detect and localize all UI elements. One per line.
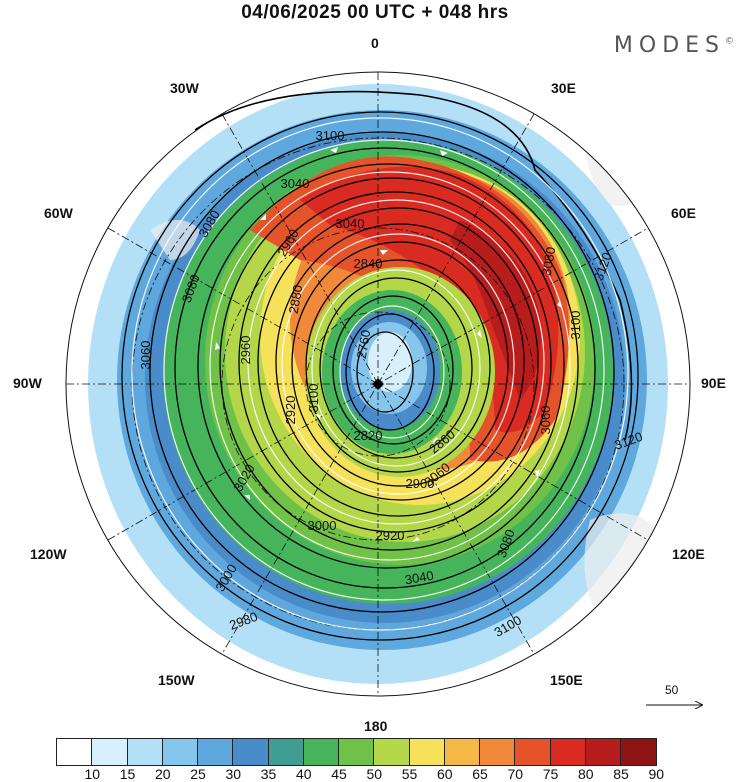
lon-label-60e: 60E: [671, 205, 696, 221]
colorbar-swatch: [303, 739, 339, 765]
colorbar-tick-label: 30: [225, 766, 242, 782]
low-center-marker: [372, 378, 384, 390]
colorbar-swatch: [515, 739, 551, 765]
colorbar-tick-label: 45: [331, 766, 347, 782]
height-contours: [121, 90, 639, 641]
lon-label-60w: 60W: [44, 205, 73, 221]
colorbar-tick-label: 60: [436, 766, 453, 782]
lon-label-150w: 150W: [158, 672, 195, 688]
contour-label: 3100: [316, 128, 345, 143]
contour-label: 3040: [336, 216, 365, 231]
colorbar-tick-label: 55: [401, 766, 418, 782]
lon-label-0: 0: [371, 35, 379, 51]
contour-label: 3000: [308, 518, 337, 533]
colorbar-tick-label: 65: [472, 766, 488, 782]
colorbar: [56, 738, 658, 766]
colorbar-swatch: [198, 739, 234, 765]
lon-label-90e: 90E: [701, 375, 726, 391]
colorbar-tick-label: 90: [648, 766, 665, 782]
colorbar-tick-label: 70: [507, 766, 524, 782]
lon-label-30e: 30E: [551, 80, 576, 96]
lon-label-90w: 90W: [13, 375, 42, 391]
colorbar-tick-label: 20: [154, 766, 171, 782]
wind-scale-label: 50: [665, 683, 679, 697]
brand-name: MODES: [613, 33, 725, 58]
lon-label-30w: 30W: [170, 80, 199, 96]
wind-speed-field: [66, 72, 690, 696]
map-title: 04/06/2025 00 UTC + 048 hrs: [241, 2, 509, 23]
contour-label: 2820: [354, 428, 383, 443]
colorbar-swatch: [268, 739, 304, 765]
colorbar-labels: 10 15 20 25 30 35 40 45 50 55 60 65 70 75 80 85 90: [0, 766, 750, 782]
contour-label: 3040: [404, 568, 435, 588]
brand-logo: MODES©: [614, 33, 734, 58]
contour-label: 3100: [306, 384, 321, 413]
colorbar-swatch: [585, 739, 621, 765]
colorbar-swatch: [374, 739, 410, 765]
colorbar-tick-label: 40: [295, 766, 312, 782]
colorbar-swatch: [127, 739, 163, 765]
lon-label-180: 180: [364, 718, 388, 734]
contour-label: 3040: [281, 176, 310, 191]
colorbar-swatch: [92, 739, 128, 765]
wind-arrowheads: [215, 147, 562, 542]
colorbar-swatch: [409, 739, 445, 765]
contour-label: 2880: [286, 284, 306, 315]
contour-label: 3060: [138, 341, 153, 370]
colorbar-tick-label: 10: [84, 766, 101, 782]
contour-label: 2960: [238, 336, 253, 365]
lon-label-150e: 150E: [550, 672, 583, 688]
colorbar-tick-label: 50: [366, 766, 383, 782]
colorbar-tick-label: 85: [613, 766, 629, 782]
contour-label: 2760: [354, 329, 374, 360]
colorbar-tick-label: 80: [577, 766, 594, 782]
contour-label: 2920: [283, 396, 298, 425]
copyright-mark: ©: [725, 36, 734, 47]
colorbar-swatch: [444, 739, 480, 765]
colorbar-swatch: [480, 739, 516, 765]
colorbar-tick-label: 15: [119, 766, 136, 782]
colorbar-swatch: [339, 739, 375, 765]
contour-label: 2920: [376, 528, 405, 543]
contour-label: 2900: [406, 476, 435, 491]
colorbar-tick-label: 75: [542, 766, 559, 782]
contour-label: 3100: [568, 311, 583, 340]
colorbar-swatch: [621, 739, 657, 765]
colorbar-swatch: [233, 739, 269, 765]
contour-label: 3060: [538, 406, 553, 435]
contour-label: 2840: [354, 256, 383, 271]
colorbar-swatch: [550, 739, 586, 765]
wind-vectors: [131, 117, 629, 631]
colorbar-tick-label: 35: [260, 766, 277, 782]
colorbar-tick-label: 25: [190, 766, 206, 782]
colorbar-swatch: [57, 739, 93, 765]
contour-label: 3080: [539, 246, 559, 277]
lon-label-120e: 120E: [672, 546, 705, 562]
lon-label-120w: 120W: [30, 546, 67, 562]
colorbar-swatch: [162, 739, 198, 765]
